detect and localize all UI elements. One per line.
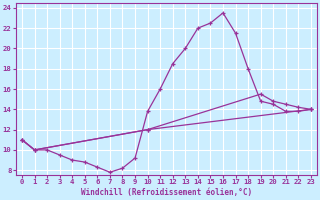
X-axis label: Windchill (Refroidissement éolien,°C): Windchill (Refroidissement éolien,°C) [81, 188, 252, 197]
